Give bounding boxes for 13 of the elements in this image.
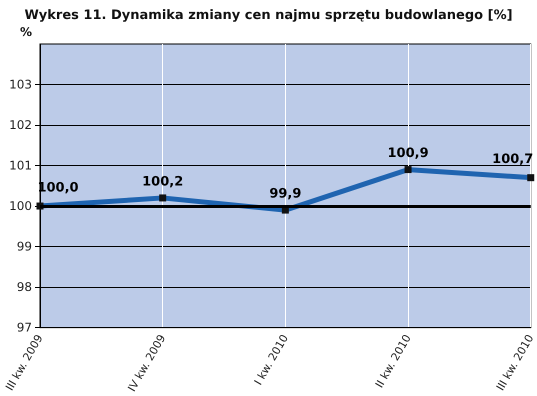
y-tick-label: 103 xyxy=(9,78,32,92)
chart-title: Wykres 11. Dynamika zmiany cen najmu sprzętu budowlanego [%] xyxy=(24,8,513,23)
y-tick-label: 102 xyxy=(9,118,32,132)
data-label: 99,9 xyxy=(269,186,302,202)
y-tick-label: 97 xyxy=(16,320,32,335)
data-label: 100,7 xyxy=(492,152,534,168)
y-tick-label: 100 xyxy=(9,199,32,214)
y-tick-label: 99 xyxy=(16,240,32,254)
data-label: 100,2 xyxy=(142,174,184,190)
data-label: 100,9 xyxy=(387,146,429,162)
y-tick-label: 101 xyxy=(9,158,32,173)
y-axis-title: % xyxy=(20,25,32,39)
y-tick-label: 98 xyxy=(16,280,32,294)
